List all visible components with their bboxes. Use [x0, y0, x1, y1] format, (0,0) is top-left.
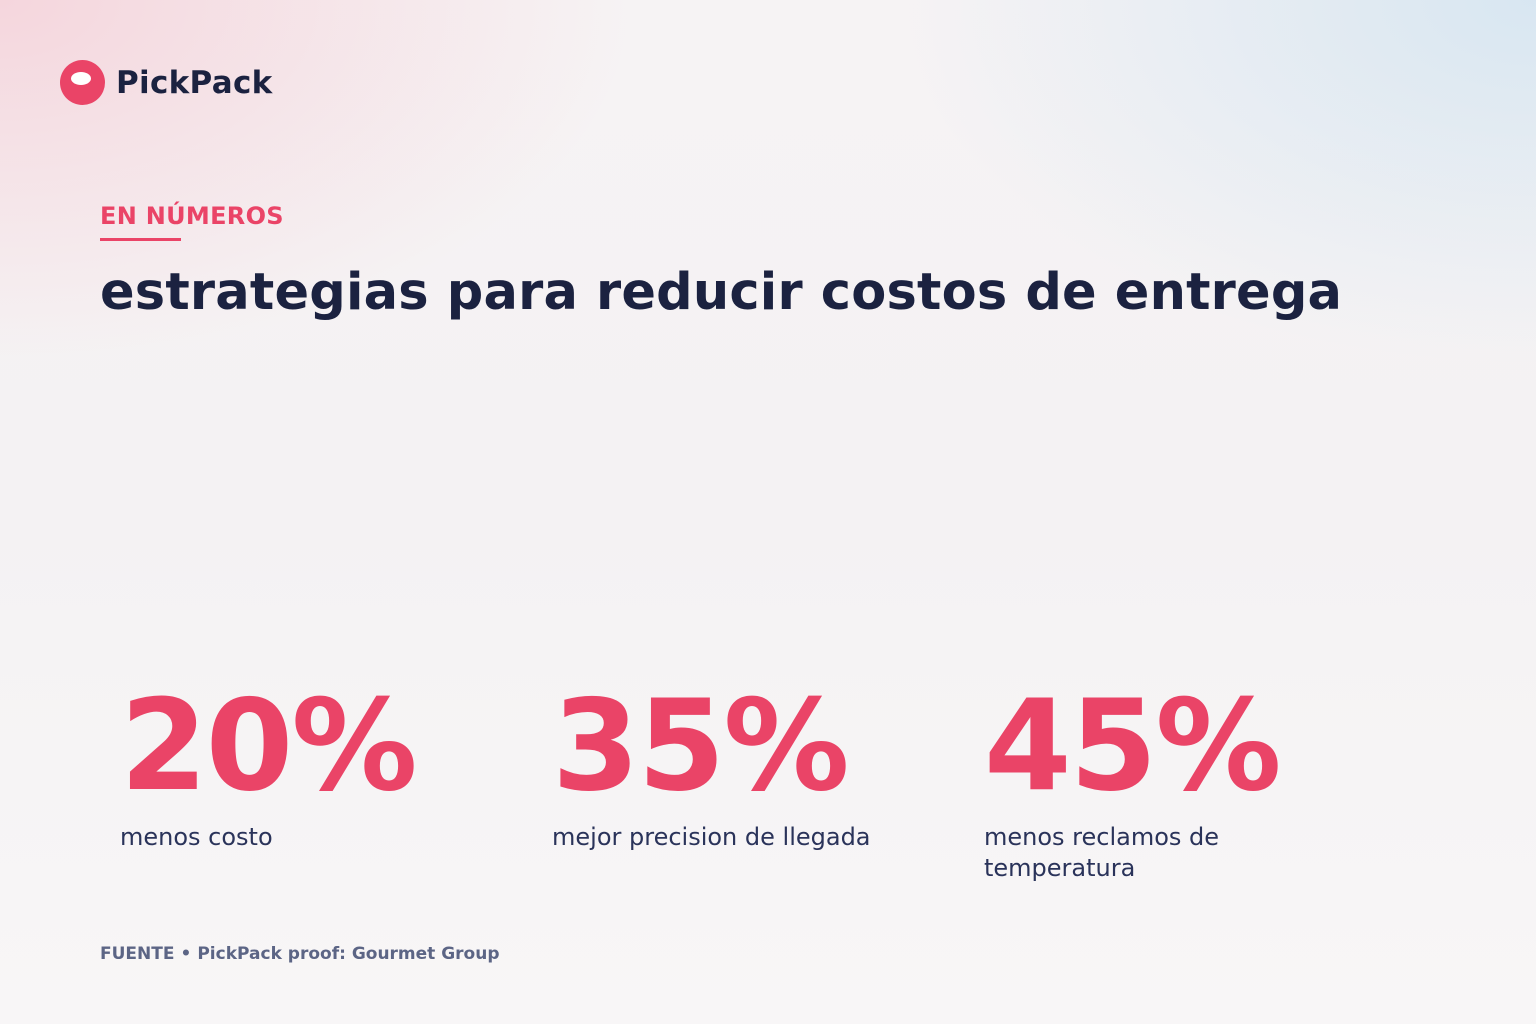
- stat-label: menos reclamos de temperatura: [984, 823, 1220, 882]
- page-title: estrategias para reducir costos de entre…: [100, 263, 1343, 322]
- source-footnote: FUENTE • PickPack proof: Gourmet Group: [100, 944, 500, 964]
- stat-card: 45% menos reclamos de temperatura: [984, 676, 1374, 884]
- brand-name: PickPack: [116, 64, 273, 101]
- brand-logo: PickPack: [60, 60, 273, 105]
- source-label: FUENTE: [100, 944, 175, 964]
- source-separator: •: [180, 944, 192, 964]
- section-eyebrow: EN NÚMEROS: [100, 202, 284, 241]
- stat-value: 35%: [552, 672, 850, 819]
- stat-value: 20%: [120, 672, 418, 819]
- stat-label: mejor precision de llegada: [552, 823, 871, 851]
- stat-card: 35% mejor precision de llegada: [552, 676, 942, 853]
- source-text: PickPack proof: Gourmet Group: [197, 944, 500, 964]
- stat-card: 20% menos costo: [120, 676, 510, 853]
- pickpack-logo-icon: [60, 60, 105, 105]
- eyebrow-text: EN NÚMEROS: [100, 202, 284, 230]
- stat-value: 45%: [984, 672, 1282, 819]
- eyebrow-underline: [100, 238, 181, 241]
- stat-label: menos costo: [120, 823, 273, 851]
